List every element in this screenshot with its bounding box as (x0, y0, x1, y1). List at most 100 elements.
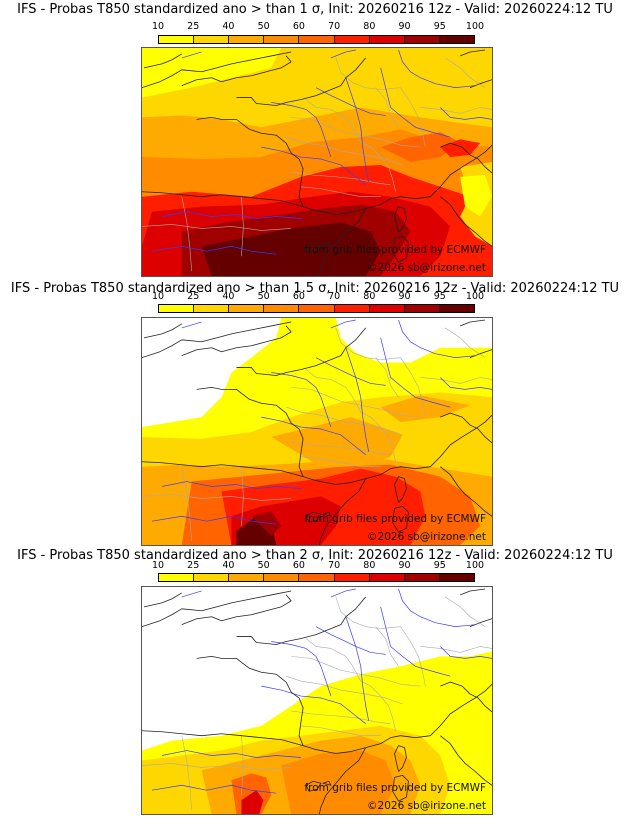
river-line (440, 377, 492, 390)
coastline (460, 319, 492, 359)
colorbar-segment (404, 574, 440, 581)
coastline (196, 655, 304, 746)
coastline (236, 596, 367, 645)
prob-zone (281, 750, 396, 814)
colorbar-tick-label: 60 (292, 560, 305, 571)
colorbar-segment (159, 305, 195, 312)
river-line (261, 685, 366, 725)
colorbar-segment (439, 574, 474, 581)
river-line (161, 750, 302, 758)
coastline (181, 325, 292, 357)
prob-zone (142, 318, 282, 428)
river-line (380, 337, 451, 408)
coastline (430, 683, 492, 736)
colorbar-tick-label: 70 (328, 291, 341, 302)
coastline (394, 206, 407, 233)
admin-border-line (286, 136, 403, 166)
river-line (151, 515, 277, 525)
panel-3-map: from grib files provided by ECMWF ©2026 … (141, 586, 493, 815)
river-line (380, 67, 451, 138)
colorbar-segment (229, 305, 265, 312)
panel-2-colorbar (158, 304, 475, 313)
panel-2-map: from grib files provided by ECMWF ©2026 … (141, 317, 493, 546)
coastline (392, 505, 409, 533)
colorbar-tick-label: 50 (257, 21, 270, 32)
coastline (142, 191, 304, 207)
panel-2-map-canvas (142, 318, 492, 545)
prob-zone (440, 139, 481, 158)
prob-zone (241, 790, 264, 814)
colorbar-tick-label: 40 (222, 560, 235, 571)
coastline (181, 594, 292, 626)
panel-1-source-credit: from grib files provided by ECMWF (304, 244, 486, 256)
admin-border-line (181, 196, 193, 272)
river-line (181, 319, 356, 329)
admin-border-line (291, 441, 391, 456)
panel-1-colorbar-labels: 10 25 40 50 60 70 80 90 95 100 (140, 22, 490, 32)
coastline (392, 235, 409, 263)
coastline (142, 730, 304, 746)
coastline (302, 196, 431, 215)
colorbar-tick-label: 50 (257, 560, 270, 571)
coastline (142, 321, 292, 359)
panel-3-colorbar-labels: 10 25 40 50 60 70 80 90 95 100 (140, 561, 490, 571)
panel-1-title: IFS - Probas T850 standardized ano > tha… (17, 2, 613, 17)
panel-1-map-canvas (142, 48, 492, 276)
panel-2-copyright: ©2026 sb@irizone.net (367, 531, 486, 543)
coastline (181, 55, 292, 87)
river-line (345, 616, 370, 721)
coastline (394, 745, 407, 772)
coastline (318, 208, 367, 276)
colorbar-segment (299, 36, 335, 43)
prob-zone (251, 511, 282, 537)
colorbar-tick-label: 40 (222, 291, 235, 302)
colorbar-segment (299, 574, 335, 581)
colorbar-tick-label: 95 (433, 291, 446, 302)
colorbar-segment (404, 36, 440, 43)
river-line (315, 87, 386, 116)
colorbar-tick-label: 10 (151, 560, 165, 571)
admin-border-line (181, 735, 193, 811)
colorbar-segment (334, 305, 370, 312)
colorbar-segment (299, 305, 335, 312)
panel-3-map-canvas (142, 587, 492, 814)
colorbar-segment (264, 574, 300, 581)
prob-zone (460, 174, 492, 217)
river-line (315, 626, 386, 655)
panel-3-copyright: ©2026 sb@irizone.net (367, 800, 486, 812)
panel-3-title: IFS - Probas T850 standardized ano > tha… (17, 548, 613, 563)
colorbar-tick-label: 90 (398, 291, 411, 302)
river-line (261, 146, 366, 186)
admin-border-line (305, 369, 396, 462)
coastline (236, 57, 367, 106)
admin-border-line (335, 596, 401, 629)
river-line (345, 77, 370, 182)
colorbar-tick-label: 100 (465, 291, 485, 302)
prob-zone (201, 222, 381, 276)
river-line (315, 357, 386, 386)
river-line (161, 211, 302, 219)
admin-border-line (445, 596, 486, 627)
colorbar-segment (369, 574, 405, 581)
admin-border-line (420, 646, 492, 653)
colorbar-tick-label: 70 (328, 21, 341, 32)
coastline (318, 747, 367, 814)
admin-border-line (241, 735, 244, 796)
colorbar-tick-label: 10 (151, 21, 165, 32)
river-line (440, 646, 492, 659)
coastline (302, 735, 431, 754)
admin-border-line (291, 117, 421, 148)
coastline (196, 116, 304, 207)
colorbar-segment (194, 36, 230, 43)
coastline (430, 414, 492, 467)
admin-border-line (241, 196, 244, 257)
river-line (271, 372, 332, 428)
coastline (392, 774, 409, 802)
colorbar-segment (229, 574, 265, 581)
coastline (142, 461, 304, 477)
admin-border-line (291, 171, 391, 186)
admin-border-line (286, 406, 403, 436)
river-line (161, 481, 302, 489)
colorbar-tick-label: 100 (465, 21, 485, 32)
coastline (440, 466, 492, 517)
